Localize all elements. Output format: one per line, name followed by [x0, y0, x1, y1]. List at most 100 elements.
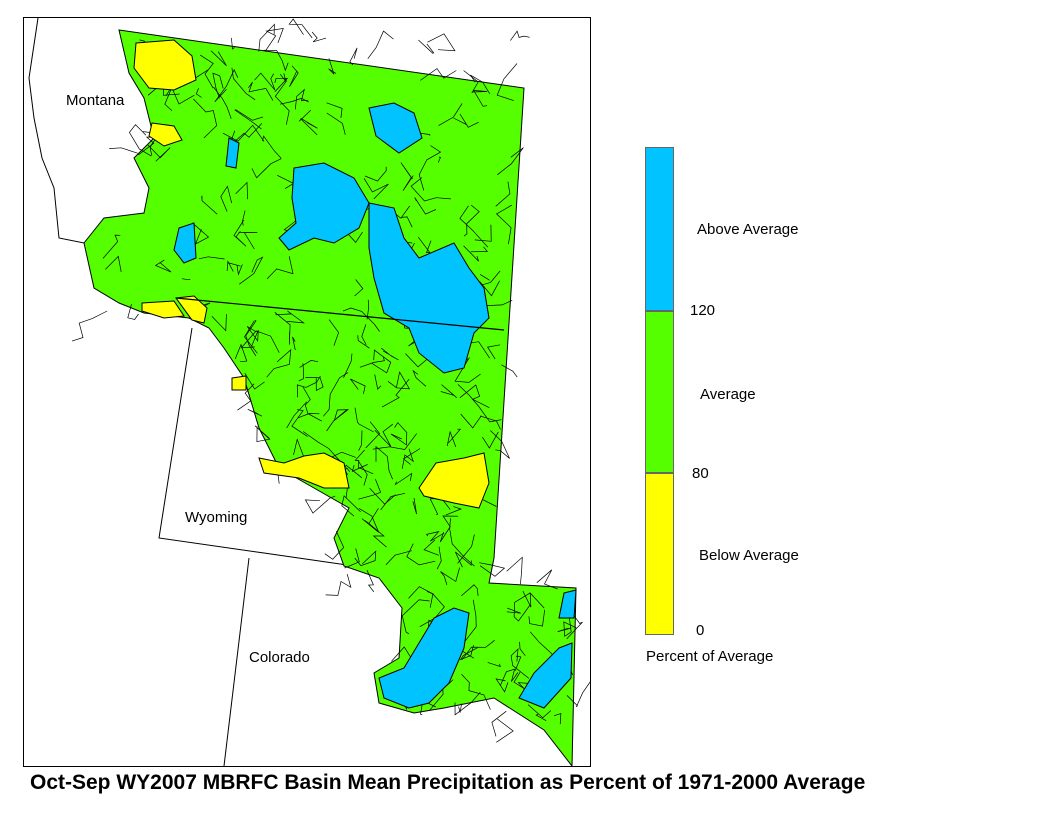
basin-boundary-line — [328, 319, 339, 346]
basin-above-average — [278, 162, 370, 251]
basin-boundary-line — [237, 383, 255, 411]
basin-boundary-line — [406, 543, 436, 566]
map-frame: Montana Wyoming Colorado — [23, 17, 591, 767]
basin-boundary-line — [367, 30, 394, 59]
basin-boundary-line — [410, 177, 451, 202]
basin-boundary-line — [506, 607, 521, 614]
basin-boundary-line — [358, 479, 382, 500]
basin-boundary-line — [239, 256, 264, 285]
basin-boundary-line — [254, 425, 271, 443]
basin-boundary-line — [222, 124, 265, 142]
basin-boundary-line — [454, 551, 472, 568]
basin-boundary-line — [294, 88, 309, 110]
basin-below-average — [148, 122, 183, 147]
basin-boundary-line — [242, 210, 246, 226]
basin-boundary-line — [496, 63, 518, 101]
basin-boundary-line — [350, 378, 366, 394]
basin-boundary-line — [474, 224, 492, 242]
basin-boundary-line — [375, 445, 393, 480]
basin-boundary-line — [420, 700, 436, 716]
basin-boundary-line — [427, 33, 456, 52]
basin-boundary-line — [233, 219, 247, 247]
basin-boundary-line — [365, 421, 381, 449]
basin-boundary-line — [459, 205, 489, 248]
basin-boundary-line — [470, 74, 490, 94]
basin-boundary-line — [436, 546, 442, 570]
basin-boundary-line — [323, 372, 349, 417]
basin-boundary-line — [364, 508, 379, 524]
basin-boundary-line — [300, 117, 318, 129]
legend-tick-120: 120 — [690, 302, 716, 319]
basin-boundary-line — [460, 413, 482, 429]
basin-boundary-line — [354, 407, 374, 433]
basin-above-average — [368, 102, 423, 154]
basin-boundary-line — [417, 236, 432, 253]
basin-boundary-line — [553, 713, 562, 725]
basin-boundary-line — [459, 384, 490, 409]
basin-boundary-line — [274, 77, 289, 92]
legend-swatch-average — [645, 311, 674, 473]
basin-boundary-line — [248, 81, 274, 101]
basin-boundary-line — [263, 49, 289, 72]
basin-boundary-line — [519, 641, 526, 656]
basin-boundary-line — [402, 448, 421, 465]
basin-boundary-line — [71, 310, 108, 342]
basin-boundary-line — [105, 255, 122, 273]
basin-boundary-line — [496, 204, 512, 245]
basin-boundary-line — [487, 662, 501, 668]
basin-boundary-line — [358, 508, 380, 533]
basin-boundary-line — [357, 459, 368, 486]
basin-boundary-line — [440, 384, 457, 398]
basin-boundary-line — [369, 487, 397, 505]
basin-boundary-line — [495, 678, 509, 693]
basin-boundary-line — [344, 548, 360, 569]
legend-label-below: Below Average — [699, 547, 799, 564]
basin-boundary-line — [291, 409, 308, 437]
basin-boundary-line — [359, 357, 385, 368]
state-lines-overlay — [175, 297, 505, 331]
basin-boundary-line — [501, 364, 518, 378]
basin-boundary-line — [438, 103, 463, 126]
basin-boundary-line — [464, 599, 477, 642]
basin-boundary-line — [354, 449, 374, 475]
basin-boundary-line — [298, 110, 318, 136]
basin-boundary-line — [240, 330, 280, 353]
basin-boundary-line — [479, 274, 490, 281]
basin-boundary-line — [266, 256, 294, 280]
basin-below-average — [175, 295, 208, 324]
basin-boundary-line — [495, 181, 511, 207]
basin-boundary-line — [234, 109, 262, 130]
basin-boundary-line — [506, 556, 523, 585]
basin-boundary-line — [198, 256, 225, 260]
basin-boundary-line — [326, 102, 343, 118]
basin-boundary-line — [470, 246, 489, 253]
basin-boundary-line — [181, 278, 191, 281]
basin-boundary-line — [244, 320, 258, 354]
basin-boundary-line — [490, 430, 510, 459]
basin-boundary-line — [463, 204, 480, 237]
basin-boundary-line — [497, 147, 524, 176]
basin-boundary-line — [245, 320, 257, 357]
basin-boundary-line — [254, 72, 276, 91]
basin-boundary-line — [333, 409, 350, 422]
basin-boundary-line — [238, 231, 258, 250]
basin-boundary-line — [491, 710, 507, 737]
basin-boundary-line — [102, 234, 121, 259]
basin-boundary-line — [437, 156, 441, 163]
basin-boundary-line — [357, 335, 370, 349]
basin-boundary-line — [234, 343, 248, 363]
basin-boundary-line — [342, 307, 380, 332]
basin-boundary-line — [445, 506, 462, 516]
basin-boundary-line — [479, 415, 501, 430]
basin-boundary-line — [514, 655, 522, 671]
basin-boundary-line — [454, 691, 481, 716]
basin-boundary-line — [374, 374, 382, 390]
basin-boundary-line — [293, 438, 304, 457]
basin-boundary-line — [394, 472, 413, 486]
basin-above-average — [518, 642, 573, 709]
basin-boundary-line — [380, 492, 406, 511]
basin-boundary-line — [286, 401, 308, 429]
basin-above-average — [225, 137, 240, 169]
basin-boundary-line — [429, 593, 445, 620]
basin-above-average — [368, 202, 490, 374]
